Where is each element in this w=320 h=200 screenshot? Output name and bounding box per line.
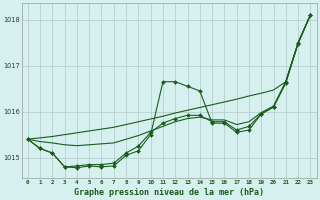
X-axis label: Graphe pression niveau de la mer (hPa): Graphe pression niveau de la mer (hPa) bbox=[74, 188, 264, 197]
